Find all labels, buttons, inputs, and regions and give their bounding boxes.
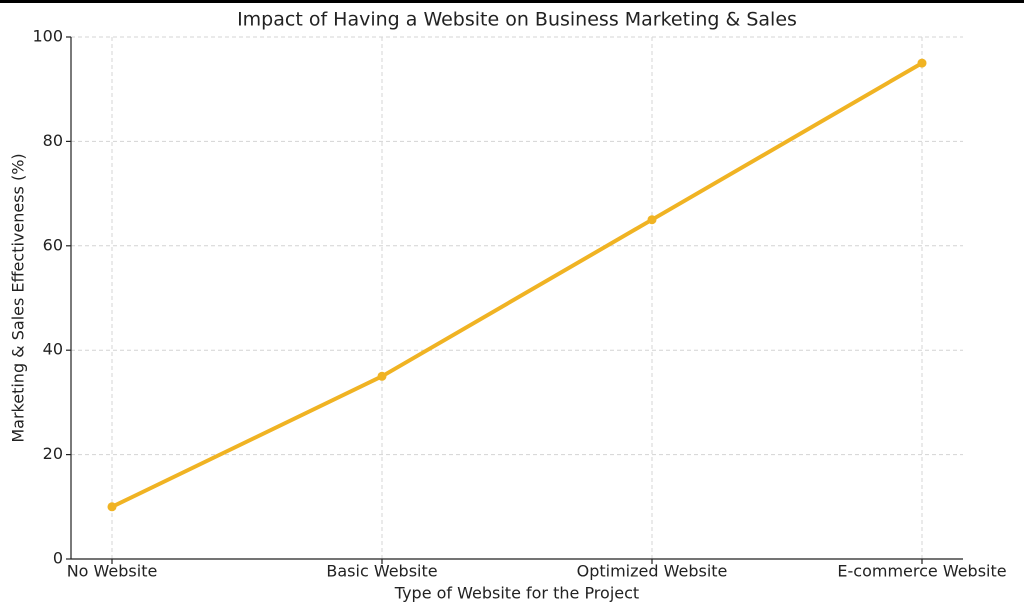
- y-tick-label: 0: [53, 549, 63, 568]
- y-axis-label: Marketing & Sales Effectiveness (%): [9, 153, 28, 442]
- data-point: [377, 371, 387, 381]
- data-point: [647, 215, 657, 225]
- x-tick-label: Basic Website: [326, 562, 437, 581]
- y-tick-label: 60: [43, 235, 63, 254]
- data-point: [917, 58, 927, 68]
- chart-title: Impact of Having a Website on Business M…: [237, 9, 797, 31]
- x-tick-label: No Website: [67, 562, 158, 581]
- x-tick-label: Optimized Website: [577, 562, 728, 581]
- x-tick-label: E-commerce Website: [837, 562, 1006, 581]
- y-tick-label: 100: [32, 27, 63, 46]
- y-tick-label: 20: [43, 444, 63, 463]
- y-tick-label: 80: [43, 131, 63, 150]
- data-line: [111, 61, 924, 509]
- data-point: [107, 502, 117, 512]
- x-axis-label: Type of Website for the Project: [394, 584, 639, 603]
- y-tick-label: 40: [43, 340, 63, 359]
